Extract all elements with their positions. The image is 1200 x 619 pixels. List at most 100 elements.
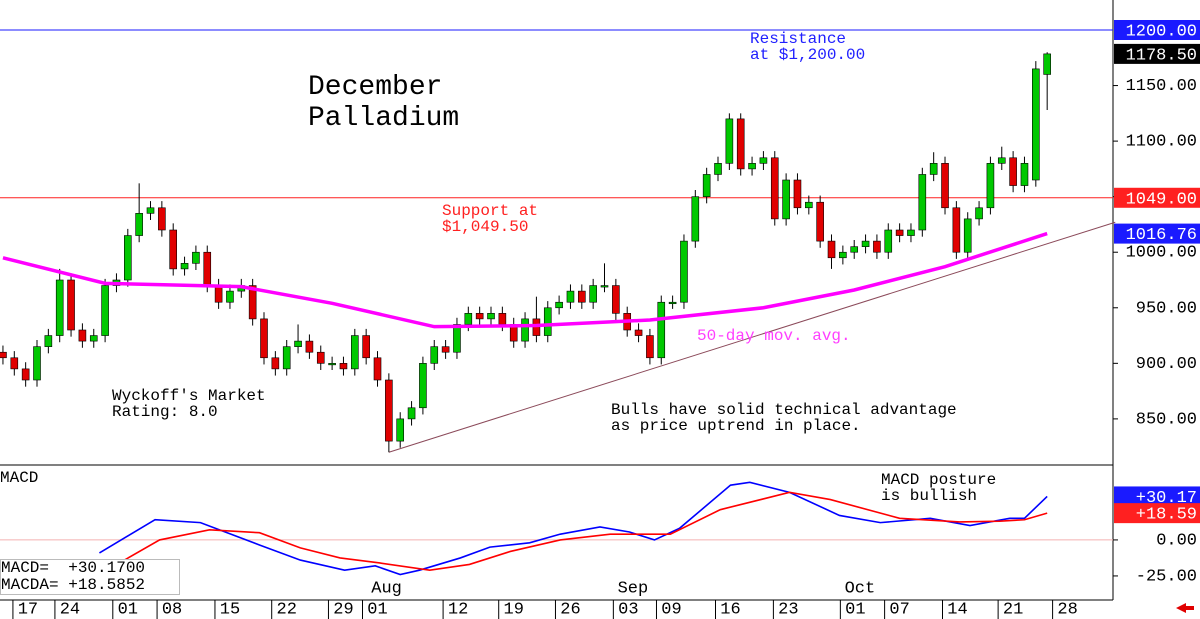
annotation: Bulls have solid technical advantage as … bbox=[611, 401, 957, 435]
y-tick-label: 1150.00 bbox=[1126, 77, 1197, 96]
candle-body bbox=[203, 251, 212, 286]
candle-body bbox=[294, 340, 302, 347]
x-tick-label: 17 bbox=[18, 600, 38, 619]
candle-body bbox=[453, 324, 461, 353]
candle-body bbox=[668, 301, 677, 305]
x-tick-label: 23 bbox=[778, 600, 798, 619]
candle-body bbox=[646, 335, 654, 359]
candle-body bbox=[1020, 163, 1029, 186]
candle-body bbox=[725, 118, 734, 164]
price-label-box bbox=[1114, 223, 1200, 244]
x-tick-label: 21 bbox=[1003, 600, 1023, 619]
candle-body bbox=[373, 357, 382, 381]
x-tick-label: 01 bbox=[845, 600, 865, 619]
candle-body bbox=[214, 285, 223, 303]
candle-body bbox=[146, 207, 155, 214]
candle-body bbox=[680, 240, 688, 303]
annotation: Resistance at $1,200.00 bbox=[750, 30, 866, 64]
candle-body bbox=[839, 251, 847, 259]
candle-body bbox=[260, 318, 268, 359]
y-tick-label: 900.00 bbox=[1136, 355, 1197, 374]
x-tick-label: 08 bbox=[162, 600, 182, 619]
candle-body bbox=[192, 251, 200, 264]
candle-body bbox=[407, 407, 416, 420]
y-tick-label: 950.00 bbox=[1136, 299, 1197, 318]
candle-body bbox=[89, 335, 98, 342]
candle-body bbox=[169, 229, 178, 270]
macd-title: MACD bbox=[0, 469, 39, 487]
candle-body bbox=[782, 179, 790, 220]
candle-body bbox=[78, 329, 87, 342]
candle-body bbox=[918, 174, 927, 231]
annotation: Wyckoff's Market Rating: 8.0 bbox=[112, 387, 266, 421]
x-tick-label: 19 bbox=[504, 600, 524, 619]
candle-body bbox=[634, 329, 643, 336]
candle-body bbox=[884, 229, 893, 253]
x-tick-label: 24 bbox=[60, 600, 80, 619]
candle-body bbox=[498, 313, 507, 325]
candle-body bbox=[248, 285, 257, 320]
candle-body bbox=[67, 279, 75, 331]
price-label-box bbox=[1114, 20, 1200, 40]
annotation: 50-day mov. avg. bbox=[697, 327, 851, 345]
moving-average bbox=[2, 231, 1048, 329]
candle-body bbox=[430, 346, 439, 364]
month-label: Sep bbox=[618, 579, 649, 598]
candle-body bbox=[963, 218, 972, 253]
candle-body bbox=[850, 246, 859, 253]
candle-body bbox=[1009, 157, 1017, 186]
y-tick-label: 0.00 bbox=[1156, 531, 1197, 550]
price-label: 1178.50 bbox=[1126, 46, 1197, 65]
candle-body bbox=[396, 418, 405, 442]
month-label: Oct bbox=[845, 579, 876, 598]
candle-body bbox=[600, 285, 609, 288]
x-tick-label: 29 bbox=[333, 600, 353, 619]
candle-body bbox=[385, 379, 393, 442]
candle-body bbox=[805, 201, 813, 209]
candle-body bbox=[21, 368, 30, 381]
candle-body bbox=[736, 118, 745, 170]
price-label: 1016.76 bbox=[1126, 226, 1197, 245]
candle-body bbox=[226, 290, 234, 303]
candle-body bbox=[566, 290, 575, 303]
candle-body bbox=[578, 290, 586, 303]
candle-body bbox=[816, 201, 824, 242]
back-arrow[interactable] bbox=[1176, 603, 1194, 613]
x-tick-label: 16 bbox=[720, 600, 740, 619]
candle-body bbox=[180, 263, 189, 270]
chart-title: December Palladium bbox=[308, 72, 460, 134]
macd-readout: MACD= +30.1700 MACDA= +18.5852 bbox=[0, 559, 180, 595]
x-tick-label: 01 bbox=[367, 600, 387, 619]
y-tick-label: 850.00 bbox=[1136, 410, 1197, 429]
price-label: 1200.00 bbox=[1126, 22, 1197, 41]
macd-line bbox=[124, 491, 1048, 571]
candle-body bbox=[419, 363, 427, 409]
y-tick-label: -25.00 bbox=[1136, 567, 1197, 586]
x-tick-label: 03 bbox=[618, 600, 638, 619]
candle-body bbox=[873, 240, 881, 253]
annotation: Support at $1,049.50 bbox=[442, 202, 539, 236]
candle-body bbox=[441, 346, 450, 353]
candle-body bbox=[714, 163, 722, 175]
candle-body bbox=[328, 363, 336, 366]
x-tick-label: 12 bbox=[448, 600, 468, 619]
candle-body bbox=[101, 285, 109, 336]
candle-body bbox=[339, 363, 348, 370]
x-tick-label: 14 bbox=[947, 600, 967, 619]
x-tick-label: 09 bbox=[661, 600, 681, 619]
candle-body bbox=[316, 351, 325, 364]
x-tick-label: 22 bbox=[277, 600, 297, 619]
candle-body bbox=[135, 213, 143, 236]
x-tick-label: 28 bbox=[1057, 600, 1077, 619]
price-label-box bbox=[1114, 503, 1200, 524]
candle-body bbox=[589, 285, 597, 303]
candle-body bbox=[997, 157, 1006, 164]
price-label: +18.59 bbox=[1136, 506, 1197, 525]
candle-body bbox=[975, 207, 983, 220]
candle-body bbox=[351, 335, 359, 370]
candle-body bbox=[464, 313, 473, 325]
candle-body bbox=[759, 157, 768, 164]
candle-body bbox=[475, 313, 484, 320]
